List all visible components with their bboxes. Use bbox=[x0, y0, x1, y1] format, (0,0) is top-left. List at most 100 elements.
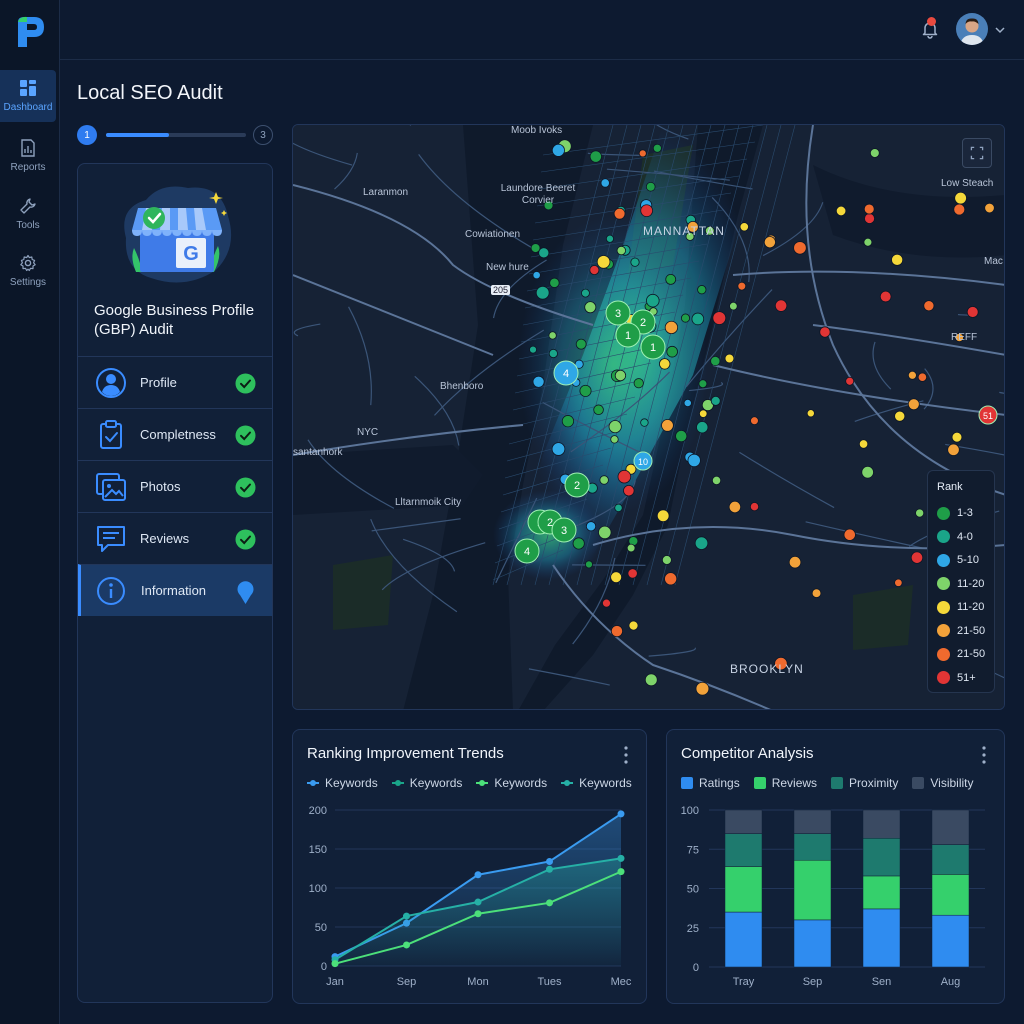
rank-dot[interactable] bbox=[585, 521, 597, 532]
bar-segment[interactable] bbox=[724, 833, 763, 867]
rank-dot[interactable] bbox=[613, 207, 626, 220]
rank-dot[interactable] bbox=[532, 271, 541, 280]
rank-dot[interactable] bbox=[869, 148, 880, 158]
bar-segment[interactable] bbox=[931, 914, 970, 968]
rank-dot[interactable] bbox=[630, 257, 640, 267]
rank-dot[interactable] bbox=[891, 253, 904, 266]
audit-item-completness[interactable]: Completness bbox=[78, 408, 272, 460]
rank-dot[interactable] bbox=[610, 625, 624, 638]
legend-item[interactable]: Keywords bbox=[476, 776, 547, 790]
rank-heat-map[interactable]: 32114102123451 Moob Ivoks Laranmon Laund… bbox=[292, 124, 1005, 710]
rank-dot[interactable] bbox=[661, 555, 672, 565]
data-point[interactable] bbox=[474, 910, 482, 918]
rank-dot[interactable] bbox=[947, 443, 960, 456]
rank-dot[interactable] bbox=[627, 568, 638, 579]
rank-dot[interactable] bbox=[879, 290, 892, 303]
rank-dot[interactable] bbox=[711, 475, 722, 486]
rank-dot[interactable] bbox=[574, 359, 584, 369]
rank-dot[interactable] bbox=[806, 409, 815, 418]
rank-dot[interactable] bbox=[894, 410, 906, 422]
rank-dot[interactable] bbox=[685, 232, 695, 241]
rank-dot[interactable] bbox=[659, 358, 671, 370]
rank-dot[interactable] bbox=[575, 338, 587, 350]
data-point[interactable] bbox=[403, 941, 410, 949]
rank-dot[interactable] bbox=[614, 503, 623, 513]
rank-dot[interactable] bbox=[699, 409, 708, 418]
rank-dot[interactable] bbox=[923, 300, 935, 312]
rank-dot[interactable] bbox=[584, 301, 597, 314]
data-point[interactable] bbox=[546, 857, 553, 865]
rank-marker[interactable]: 1 bbox=[615, 322, 641, 348]
chevron-down-icon[interactable] bbox=[994, 24, 1006, 36]
legend-item[interactable]: Keywords bbox=[561, 776, 632, 790]
sidebar-item-settings[interactable]: Settings bbox=[0, 245, 56, 297]
rank-dot[interactable] bbox=[638, 149, 647, 158]
bar-segment[interactable] bbox=[724, 911, 763, 968]
data-point[interactable] bbox=[331, 960, 339, 968]
rank-dot[interactable] bbox=[661, 419, 674, 432]
rank-dot[interactable] bbox=[763, 236, 776, 249]
rank-dot[interactable] bbox=[652, 143, 662, 153]
rank-dot[interactable] bbox=[593, 404, 604, 416]
bar-segment[interactable] bbox=[793, 809, 832, 834]
rank-dot[interactable] bbox=[683, 398, 692, 408]
rank-dot[interactable] bbox=[863, 237, 873, 247]
rank-dot[interactable] bbox=[561, 415, 575, 428]
rank-dot[interactable] bbox=[774, 299, 788, 312]
bar-segment[interactable] bbox=[793, 919, 832, 968]
sidebar-item-reports[interactable]: Reports bbox=[0, 130, 56, 182]
rank-dot[interactable] bbox=[535, 285, 550, 300]
rank-dot[interactable] bbox=[953, 203, 966, 216]
bar-segment[interactable] bbox=[793, 859, 832, 921]
rank-dot[interactable] bbox=[666, 345, 678, 358]
audit-item-photos[interactable]: Photos bbox=[78, 460, 272, 512]
rank-dot[interactable] bbox=[581, 288, 590, 298]
sidebar-item-tools[interactable]: Tools bbox=[0, 188, 56, 240]
rank-dot[interactable] bbox=[645, 181, 656, 192]
rank-dot[interactable] bbox=[724, 353, 735, 364]
bar-segment[interactable] bbox=[862, 838, 901, 877]
rank-dot[interactable] bbox=[984, 202, 995, 214]
rank-dot[interactable] bbox=[737, 281, 747, 291]
data-point[interactable] bbox=[474, 898, 482, 906]
rank-marker[interactable]: 2 bbox=[564, 472, 590, 498]
bar-segment[interactable] bbox=[931, 844, 970, 875]
rank-dot[interactable] bbox=[549, 277, 560, 288]
rank-dot[interactable] bbox=[623, 484, 635, 497]
rank-dot[interactable] bbox=[729, 301, 738, 311]
rank-dot[interactable] bbox=[864, 213, 875, 224]
rank-dot[interactable] bbox=[691, 312, 705, 326]
data-point[interactable] bbox=[403, 912, 410, 920]
step-1[interactable]: 1 bbox=[77, 125, 97, 145]
rank-dot[interactable] bbox=[530, 243, 541, 253]
rank-dot[interactable] bbox=[664, 320, 679, 335]
rank-dot[interactable] bbox=[687, 453, 701, 468]
rank-dot[interactable] bbox=[644, 673, 658, 687]
bar-segment[interactable] bbox=[724, 809, 763, 834]
rank-marker[interactable]: 3 bbox=[605, 300, 631, 326]
rank-dot[interactable] bbox=[811, 588, 822, 598]
rank-marker[interactable]: 10 bbox=[633, 451, 653, 471]
rank-dot[interactable] bbox=[626, 543, 636, 553]
legend-item[interactable]: Keywords bbox=[391, 776, 462, 790]
rank-dot[interactable] bbox=[954, 191, 967, 205]
rank-dot[interactable] bbox=[710, 395, 721, 406]
rank-dot[interactable] bbox=[589, 150, 602, 163]
rank-dot[interactable] bbox=[656, 509, 670, 523]
rank-dot[interactable] bbox=[633, 378, 644, 389]
rank-dot[interactable] bbox=[680, 313, 691, 323]
rank-dot[interactable] bbox=[739, 222, 749, 232]
rank-dot[interactable] bbox=[598, 525, 612, 540]
data-point[interactable] bbox=[546, 865, 553, 873]
more-options-icon[interactable] bbox=[624, 746, 628, 764]
rank-dot[interactable] bbox=[954, 332, 964, 343]
rank-dot[interactable] bbox=[687, 220, 699, 233]
rank-dot[interactable] bbox=[640, 418, 649, 427]
rank-dot[interactable] bbox=[589, 265, 600, 276]
audit-item-profile[interactable]: Profile bbox=[78, 356, 272, 408]
rank-dot[interactable] bbox=[532, 375, 545, 388]
rank-dot[interactable] bbox=[548, 348, 558, 359]
bar-segment[interactable] bbox=[724, 866, 763, 913]
rank-dot[interactable] bbox=[793, 241, 807, 255]
rank-dot[interactable] bbox=[750, 416, 759, 426]
